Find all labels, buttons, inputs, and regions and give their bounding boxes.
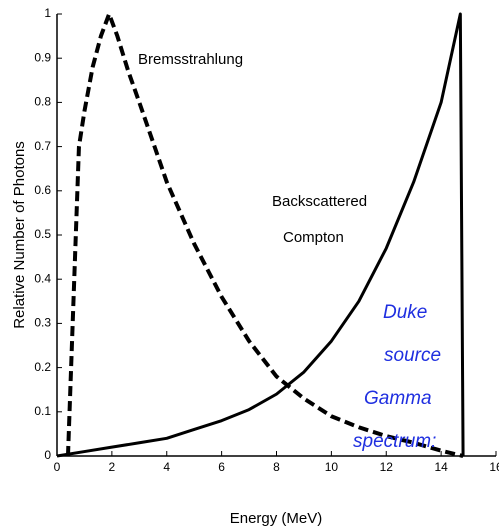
x-tick-label: 8 — [273, 460, 280, 474]
x-tick-label: 6 — [218, 460, 225, 474]
x-tick-label: 14 — [434, 460, 448, 474]
x-tick-label: 12 — [380, 460, 394, 474]
y-tick-label: 0.1 — [34, 404, 51, 418]
y-tick-label: 1 — [44, 6, 51, 20]
y-tick-label: 0 — [44, 448, 51, 462]
x-tick-label: 16 — [489, 460, 499, 474]
y-tick-label: 0.9 — [34, 50, 51, 64]
annotation: Duke — [383, 302, 427, 323]
annotation: Bremsstrahlung — [138, 51, 243, 68]
x-tick-label: 2 — [109, 460, 116, 474]
annotation: Gamma — [364, 388, 432, 409]
annotation: Backscattered — [272, 193, 367, 210]
y-tick-label: 0.4 — [34, 271, 51, 285]
y-tick-label: 0.5 — [34, 227, 51, 241]
series-line — [65, 12, 464, 458]
y-tick-label: 0.8 — [34, 95, 51, 109]
x-tick-label: 10 — [325, 460, 339, 474]
annotation: Compton — [283, 229, 344, 246]
y-tick-label: 0.6 — [34, 183, 51, 197]
x-tick-label: 4 — [163, 460, 170, 474]
annotation: source — [384, 345, 441, 366]
annotation: spectrum: — [353, 431, 436, 452]
x-axis-title: Energy (MeV) — [230, 510, 323, 527]
x-tick-label: 0 — [54, 460, 61, 474]
series-line — [56, 12, 465, 458]
y-axis-title: Relative Number of Photons — [11, 141, 28, 329]
y-tick-label: 0.7 — [34, 139, 51, 153]
y-tick-label: 0.3 — [34, 316, 51, 330]
y-tick-label: 0.2 — [34, 360, 51, 374]
